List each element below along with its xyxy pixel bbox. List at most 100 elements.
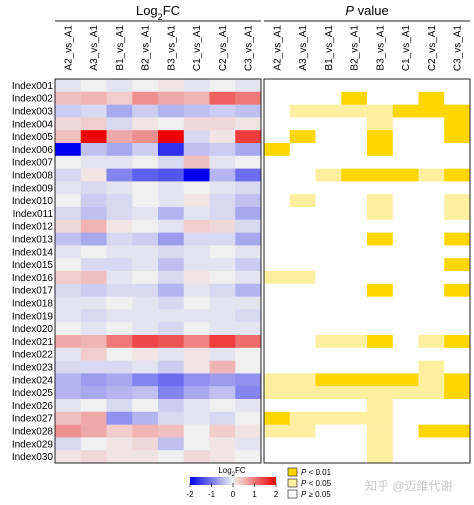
log2fc-cell bbox=[183, 322, 210, 336]
log2fc-cell bbox=[183, 296, 210, 310]
log2fc-cell bbox=[235, 322, 262, 336]
log2fc-cell bbox=[132, 437, 159, 451]
row-label: Index020 bbox=[12, 324, 54, 335]
pvalue-cell bbox=[367, 207, 394, 221]
row-label: Index019 bbox=[12, 311, 54, 322]
log2fc-cell bbox=[209, 399, 236, 413]
pvalue-cell bbox=[264, 79, 291, 93]
pvalue-cell bbox=[418, 399, 445, 413]
row-label: Index011 bbox=[13, 209, 54, 220]
row-label: Index001 bbox=[12, 81, 54, 92]
log2fc-cell bbox=[55, 309, 82, 323]
log2fc-cell bbox=[80, 91, 107, 105]
pvalue-cell bbox=[418, 373, 445, 387]
pvalue-cell bbox=[289, 283, 316, 297]
pvalue-cell bbox=[289, 271, 316, 285]
log2fc-cell bbox=[80, 373, 107, 387]
pvalue-cell bbox=[418, 437, 445, 451]
pvalue-cell bbox=[315, 411, 342, 425]
log2fc-cell bbox=[80, 309, 107, 323]
log2fc-cell bbox=[183, 399, 210, 413]
row-label: Index018 bbox=[12, 299, 54, 310]
pvalue-cell bbox=[444, 194, 471, 208]
pvalue-cell bbox=[392, 411, 419, 425]
log2fc-cell bbox=[235, 360, 262, 374]
pvalue-cell bbox=[264, 91, 291, 105]
log2fc-cell bbox=[158, 194, 185, 208]
pvalue-cell bbox=[392, 309, 419, 323]
pvalue-cell bbox=[341, 143, 368, 157]
pvalue-cell bbox=[341, 399, 368, 413]
row-label: Index016 bbox=[12, 273, 54, 284]
log2fc-cell bbox=[106, 283, 133, 297]
log2fc-cell bbox=[80, 424, 107, 438]
log2fc-cell bbox=[209, 411, 236, 425]
row-label: Index006 bbox=[12, 145, 54, 156]
pvalue-cell bbox=[289, 296, 316, 310]
pvalue-cell bbox=[444, 424, 471, 438]
pvalue-cell bbox=[289, 258, 316, 272]
pvalue-cell bbox=[418, 117, 445, 131]
pvalue-column-label: C1_vs_A1 bbox=[401, 25, 412, 72]
log2fc-cell bbox=[132, 322, 159, 336]
log2fc-column-label: B3_vs_A1 bbox=[166, 25, 177, 71]
pvalue-cell bbox=[392, 181, 419, 195]
pvalue-cell bbox=[315, 207, 342, 221]
log2fc-cell bbox=[235, 283, 262, 297]
log2fc-cell bbox=[132, 271, 159, 285]
row-label: Index029 bbox=[12, 439, 54, 450]
log2fc-cell bbox=[235, 181, 262, 195]
log2fc-column-label: A2_vs_A1 bbox=[63, 25, 74, 71]
log2fc-cell bbox=[235, 437, 262, 451]
row-label: Index005 bbox=[12, 132, 54, 143]
log2fc-cell bbox=[183, 347, 210, 361]
log2fc-cell bbox=[235, 245, 262, 259]
log2fc-cell bbox=[106, 271, 133, 285]
pvalue-cell bbox=[289, 245, 316, 259]
pvalue-cell bbox=[315, 309, 342, 323]
row-label: Index004 bbox=[12, 119, 54, 130]
log2fc-cell bbox=[183, 373, 210, 387]
log2fc-cell bbox=[55, 283, 82, 297]
log2fc-cell bbox=[183, 271, 210, 285]
pvalue-cell bbox=[418, 130, 445, 144]
row-label: Index008 bbox=[12, 171, 54, 182]
pvalue-cell bbox=[392, 386, 419, 400]
log2fc-cell bbox=[235, 424, 262, 438]
row-label: Index014 bbox=[12, 247, 54, 258]
pvalue-cell bbox=[315, 258, 342, 272]
log2fc-color-legend: Log2FC -2 -1 0 1 2 bbox=[186, 466, 278, 499]
pvalue-cell bbox=[367, 296, 394, 310]
row-label: Index024 bbox=[12, 375, 54, 386]
pvalue-heatmap-panel: P value A2_vs_A1 A3_vs_A1 B1_vs_A1 B2_vs_A1… bbox=[263, 3, 471, 464]
log2fc-cell bbox=[235, 91, 262, 105]
pvalue-cell bbox=[341, 296, 368, 310]
pvalue-column-label: A2_vs_A1 bbox=[272, 25, 283, 71]
log2fc-cell bbox=[132, 245, 159, 259]
pvalue-cell bbox=[341, 258, 368, 272]
log2fc-cell bbox=[132, 219, 159, 233]
pvalue-cell bbox=[367, 271, 394, 285]
pvalue-cell bbox=[315, 91, 342, 105]
log2fc-cell bbox=[55, 207, 82, 221]
pvalue-cell bbox=[289, 309, 316, 323]
pvalue-cell bbox=[367, 360, 394, 374]
pvalue-cell bbox=[264, 335, 291, 349]
log2fc-cell bbox=[132, 373, 159, 387]
pvalue-cell bbox=[392, 232, 419, 246]
pvalue-cell bbox=[315, 424, 342, 438]
pvalue-cell bbox=[289, 424, 316, 438]
pvalue-cell bbox=[444, 309, 471, 323]
pvalue-cell bbox=[289, 411, 316, 425]
log2fc-cell bbox=[158, 335, 185, 349]
pvalue-legend-label: P ≥ 0.05 bbox=[301, 490, 331, 499]
pvalue-cell bbox=[264, 194, 291, 208]
log2fc-cell bbox=[235, 168, 262, 182]
log2fc-cell bbox=[80, 130, 107, 144]
pvalue-cell bbox=[392, 245, 419, 259]
log2fc-cell bbox=[106, 373, 133, 387]
log2fc-cell bbox=[80, 232, 107, 246]
log2fc-cell bbox=[209, 245, 236, 259]
log2fc-cell bbox=[158, 347, 185, 361]
log2fc-cell bbox=[183, 104, 210, 118]
